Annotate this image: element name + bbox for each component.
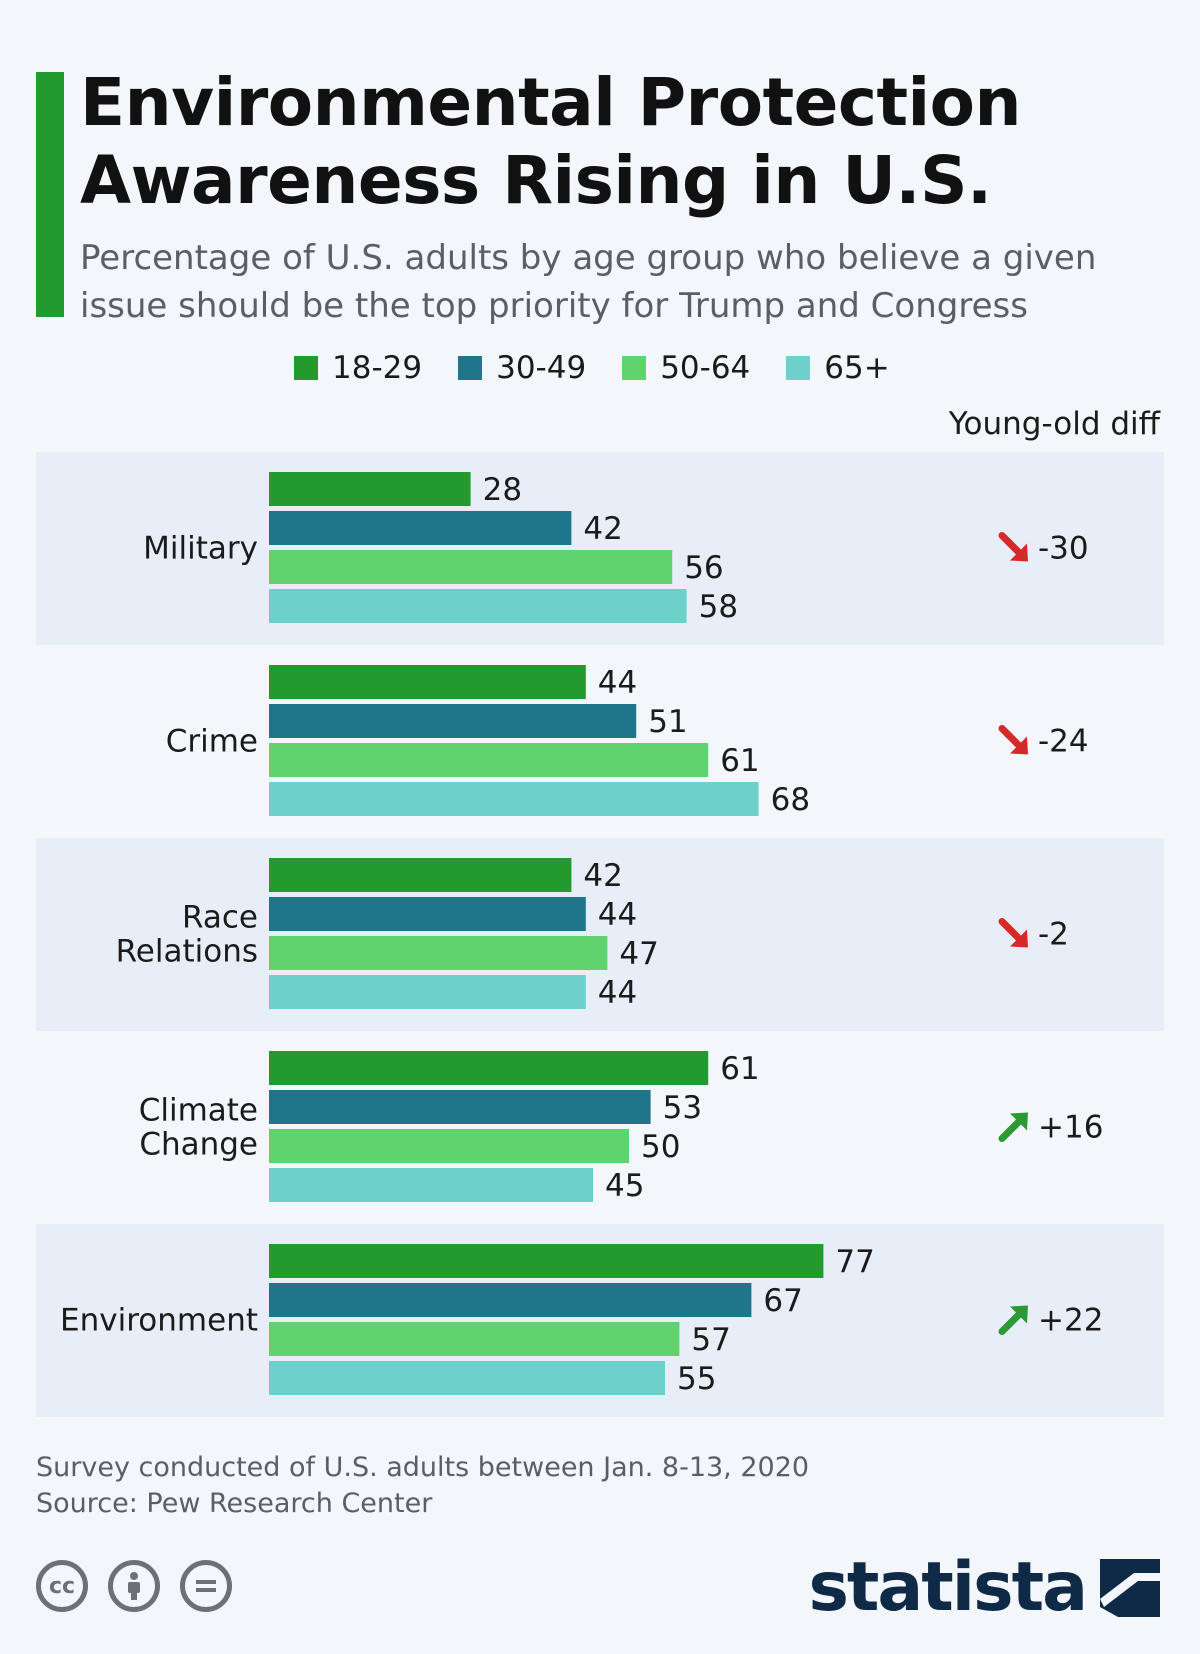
bar: [269, 1168, 593, 1202]
diff-value: -30: [1038, 531, 1089, 567]
no-derivatives-icon[interactable]: [180, 1560, 232, 1612]
legend-label: 30-49: [496, 350, 587, 386]
bar: [269, 897, 586, 931]
bar: [269, 1244, 824, 1278]
survey-note: Survey conducted of U.S. adults between …: [36, 1452, 810, 1483]
bar: [269, 511, 572, 545]
bar: [269, 1361, 665, 1395]
data-label: 44: [598, 975, 637, 1011]
legend-label: 65+: [824, 350, 890, 386]
data-label: 42: [583, 511, 622, 547]
statista-logo-icon: [1100, 1558, 1160, 1617]
legend-item: 65+: [786, 350, 890, 386]
category-label: Environment: [60, 1303, 258, 1339]
data-label: 68: [771, 782, 810, 818]
bar: [269, 665, 586, 699]
chart-subtitle: Percentage of U.S. adults by age group w…: [80, 238, 1097, 326]
diff-value: -24: [1038, 724, 1089, 760]
bar: [269, 1129, 629, 1163]
arrow-up-right-icon: [998, 1305, 1028, 1335]
title-accent-bar: [36, 72, 64, 317]
data-label: 28: [483, 472, 522, 508]
cc-icon[interactable]: cc: [36, 1560, 88, 1612]
brand-name: statista: [808, 1548, 1088, 1627]
arrow-down-right-icon: [998, 918, 1028, 948]
legend-label: 18-29: [332, 350, 423, 386]
bar: [269, 472, 471, 506]
data-label: 53: [663, 1090, 702, 1126]
data-label: 67: [763, 1283, 802, 1319]
category-label: Military: [143, 531, 258, 567]
category-label: Change: [139, 1127, 258, 1163]
arrow-down-right-icon: [998, 725, 1028, 755]
footer: Survey conducted of U.S. adults between …: [36, 1450, 809, 1522]
bar: [269, 704, 637, 738]
data-label: 42: [583, 858, 622, 894]
bar: [269, 743, 709, 777]
data-label: 55: [677, 1361, 716, 1397]
category-label: Climate: [139, 1093, 258, 1129]
license-icons: cc: [36, 1560, 232, 1612]
legend-item: 18-29: [294, 350, 422, 386]
data-label: 45: [605, 1168, 644, 1204]
legend-swatch: [622, 356, 647, 380]
attribution-icon[interactable]: [108, 1560, 160, 1612]
legend: 18-29 30-49 50-64 65+: [294, 350, 890, 386]
legend-swatch: [294, 356, 318, 380]
legend-swatch: [458, 356, 483, 380]
data-label: 50: [641, 1129, 680, 1165]
row-band: [36, 838, 1164, 1031]
bar: [269, 550, 673, 584]
bar: [269, 936, 608, 970]
data-label: 57: [691, 1322, 730, 1358]
legend-item: 30-49: [458, 350, 586, 386]
legend-swatch: [786, 356, 811, 380]
category-label: Race: [182, 900, 258, 936]
arrow-up-right-icon: [998, 1112, 1028, 1142]
bar: [269, 1283, 752, 1317]
data-label: 61: [720, 1051, 759, 1087]
diff-value: +22: [1038, 1303, 1103, 1339]
bar: [269, 858, 572, 892]
data-label: 56: [684, 550, 723, 586]
data-label: 61: [720, 743, 759, 779]
chart-title: Environmental Protection Awareness Risin…: [80, 64, 1022, 219]
data-label: 47: [619, 936, 658, 972]
legend-label: 50-64: [660, 350, 751, 386]
category-label: Relations: [116, 934, 258, 970]
bar: [269, 782, 759, 816]
data-label: 51: [648, 704, 687, 740]
source-note: Source: Pew Research Center: [36, 1488, 433, 1519]
data-label: 77: [835, 1244, 874, 1280]
bar: [269, 975, 586, 1009]
category-label: Crime: [166, 724, 258, 760]
bar: [269, 1090, 651, 1124]
data-label: 58: [699, 589, 738, 625]
legend-item: 50-64: [622, 350, 750, 386]
statista-brand[interactable]: statista: [808, 1548, 1160, 1627]
data-label: 44: [598, 665, 637, 701]
data-label: 44: [598, 897, 637, 933]
diff-column-header: Young-old diff: [948, 406, 1160, 442]
diff-value: +16: [1038, 1110, 1103, 1146]
bar: [269, 1322, 680, 1356]
bar: [269, 589, 687, 623]
bar: [269, 1051, 709, 1085]
arrow-down-right-icon: [998, 532, 1028, 562]
diff-value: -2: [1038, 917, 1069, 953]
